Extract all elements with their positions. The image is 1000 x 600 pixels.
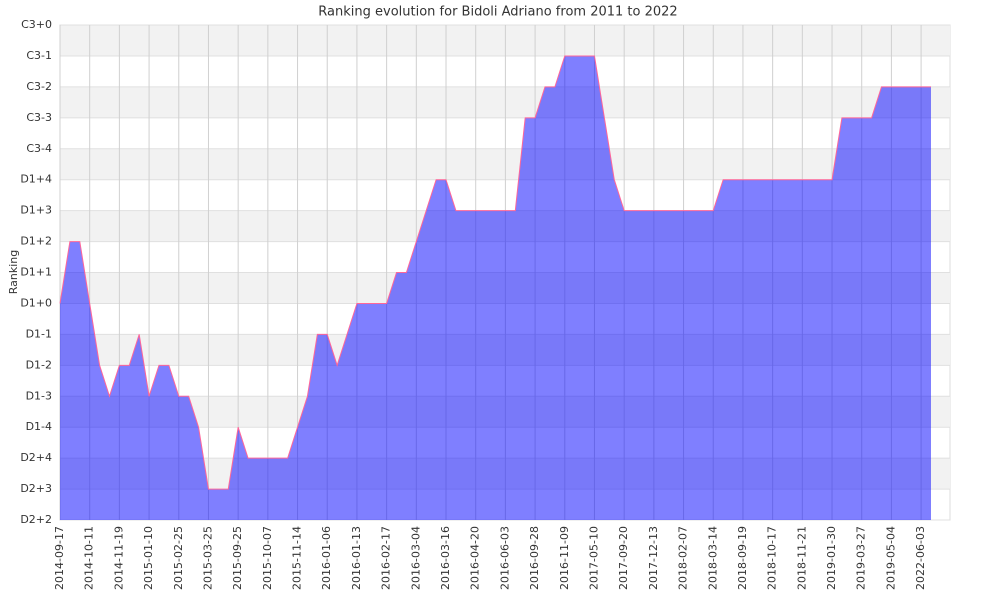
chart-title: Ranking evolution for Bidoli Adriano fro… xyxy=(318,5,677,20)
x-tick-label: 2022-06-03 xyxy=(914,526,927,590)
y-tick-label: D1-1 xyxy=(26,327,52,340)
x-tick-label: 2014-09-17 xyxy=(53,526,66,590)
x-tick-label: 2017-12-13 xyxy=(647,526,660,590)
x-tick-label: 2017-09-20 xyxy=(617,526,630,590)
y-tick-label: D1+2 xyxy=(20,235,52,248)
x-tick-label: 2019-03-27 xyxy=(855,526,868,590)
y-tick-label: D1-3 xyxy=(26,389,52,402)
x-tick-label: 2015-11-14 xyxy=(291,526,304,590)
line xyxy=(59,55,931,490)
x-tick-label: 2016-01-06 xyxy=(320,526,333,590)
y-tick-label: D1+4 xyxy=(20,173,52,186)
y-tick-label: D1+3 xyxy=(20,204,52,217)
x-tick-label: 2016-03-04 xyxy=(409,526,422,590)
x-tick-label: 2015-03-25 xyxy=(201,526,214,590)
x-tick-label: 2019-05-04 xyxy=(884,526,897,590)
x-tick-label: 2018-09-19 xyxy=(736,526,749,590)
x-tick-label: 2016-09-28 xyxy=(528,526,541,590)
y-tick-label: D1-2 xyxy=(26,358,52,371)
y-tick-label: C3-4 xyxy=(26,142,52,155)
x-tick-label: 2017-05-10 xyxy=(587,526,600,590)
x-tick-label: 2016-01-13 xyxy=(350,526,363,590)
x-tick-label: 2016-02-17 xyxy=(380,526,393,590)
x-tick-label: 2019-01-30 xyxy=(825,526,838,590)
x-tick-label: 2014-10-11 xyxy=(83,526,96,590)
y-tick-label: D1+1 xyxy=(20,266,52,279)
y-tick-label: D2+4 xyxy=(20,451,52,464)
x-tick-label: 2018-02-07 xyxy=(677,526,690,590)
y-axis-label: Ranking xyxy=(7,250,20,295)
x-tick-label: 2015-01-10 xyxy=(142,526,155,590)
x-tick-label: 2016-03-16 xyxy=(439,526,452,590)
y-tick-label: D1+0 xyxy=(20,296,52,309)
area xyxy=(60,55,931,520)
y-tick-label: C3-1 xyxy=(26,49,52,62)
x-tick-label: 2018-10-17 xyxy=(766,526,779,590)
y-tick-label: D2+2 xyxy=(20,513,52,526)
x-tick-label: 2018-11-21 xyxy=(795,526,808,590)
x-tick-label: 2014-11-19 xyxy=(112,526,125,590)
x-tick-label: 2016-06-03 xyxy=(498,526,511,590)
x-tick-label: 2018-03-14 xyxy=(706,526,719,590)
x-tick-label: 2016-11-09 xyxy=(558,526,571,590)
y-tick-label: D1-4 xyxy=(26,420,52,433)
x-tick-label: 2016-04-20 xyxy=(469,526,482,590)
y-tick-label: C3+0 xyxy=(21,18,52,31)
x-tick-label: 2015-10-07 xyxy=(261,526,274,590)
y-tick-label: C3-2 xyxy=(26,80,52,93)
x-tick-label: 2015-02-25 xyxy=(172,526,185,590)
y-tick-label: D2+3 xyxy=(20,482,52,495)
y-tick-label: C3-3 xyxy=(26,111,52,124)
x-tick-label: 2015-09-25 xyxy=(231,526,244,590)
